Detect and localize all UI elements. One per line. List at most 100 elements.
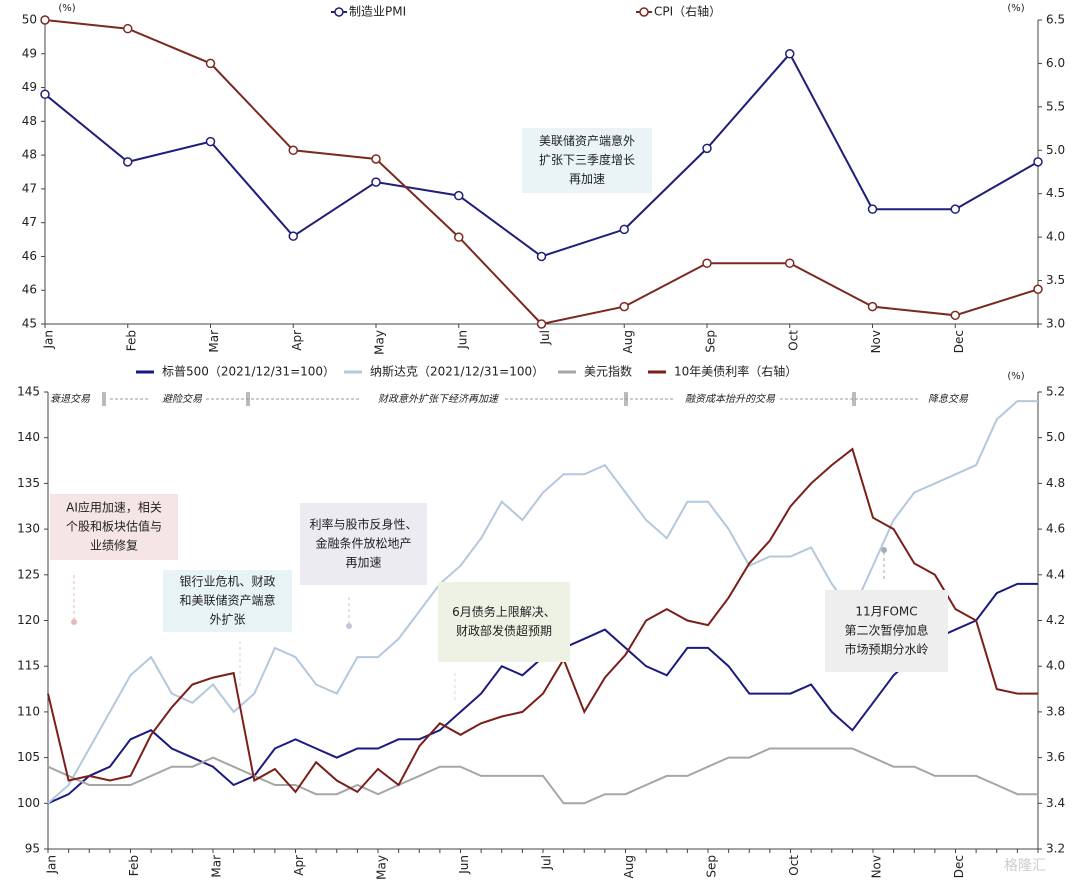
x-tick-label: Oct [786, 330, 800, 351]
phase-label: 衰退交易 [50, 393, 91, 405]
x-tick-label: Oct [787, 855, 801, 876]
phase-divider [102, 392, 106, 406]
y-tick-label: 100 [17, 796, 40, 810]
phase-label: 降息交易 [928, 393, 969, 405]
point [123, 23, 133, 34]
y2-tick-label: 3.0 [1046, 317, 1065, 331]
annotation-box [438, 582, 570, 662]
y-tick-label: 46 [22, 283, 37, 297]
y-tick-label: 140 [17, 430, 40, 444]
y2-tick-label: 4.2 [1046, 613, 1065, 627]
annotation-text: 个股和板块估值与 [66, 519, 162, 534]
y2-tick-label: 4.8 [1046, 476, 1065, 490]
legend-label: 美元指数 [584, 364, 632, 379]
y2-tick-label: 3.8 [1046, 704, 1065, 718]
y2-unit: (%) [1007, 371, 1024, 382]
x-tick-label: Jul [540, 855, 554, 870]
y2-tick-label: 6.5 [1046, 13, 1065, 27]
point [867, 301, 878, 312]
x-tick-label: Mar [210, 855, 224, 878]
annotation-text: 外扩张 [209, 613, 245, 627]
point [205, 58, 216, 69]
phase-label: 财政意外扩张下经济再加速 [378, 393, 500, 405]
legend-label: 制造业PMI [349, 5, 406, 19]
x-tick-label: Jun [457, 855, 471, 875]
legend-label: 纳斯达克（2021/12/31=100） [370, 365, 544, 379]
annotation-text: 利率与股市反身性、 [309, 517, 417, 532]
point [619, 301, 629, 312]
y2-tick-label: 4.4 [1046, 567, 1065, 581]
series-line [47, 400, 1038, 805]
y-tick-label: 45 [22, 317, 37, 331]
y-tick-label: 49 [22, 80, 37, 94]
point [619, 224, 629, 235]
legend-label: 标普500（2021/12/31=100） [162, 365, 335, 379]
x-tick-label: Dec [952, 330, 966, 353]
x-tick-label: Sep [704, 330, 718, 353]
point [454, 190, 464, 201]
ann-dot [881, 547, 887, 553]
y-tick-label: 48 [22, 114, 37, 128]
y-tick-label: 145 [17, 385, 40, 399]
x-tick-label: May [373, 330, 387, 355]
y-tick-label: 95 [25, 842, 40, 856]
point [867, 204, 878, 214]
phase-label: 避险交易 [162, 393, 203, 405]
x-tick-label: Aug [621, 330, 635, 353]
annotation-text: 和美联储资产端意 [179, 593, 275, 608]
y-tick-label: 48 [22, 148, 37, 162]
point [371, 154, 381, 164]
y2-tick-label: 3.5 [1046, 273, 1065, 287]
point [205, 136, 216, 147]
y2-tick-label: 5.5 [1046, 99, 1065, 113]
point [288, 231, 298, 241]
point [40, 89, 50, 100]
x-tick-label: Feb [127, 855, 141, 876]
y-tick-label: 105 [17, 750, 40, 764]
point [1033, 284, 1043, 295]
point [454, 232, 464, 242]
x-tick-label: Jan [42, 330, 56, 350]
annotation-text: 金融条件放松地产 [315, 536, 411, 551]
annotation-text: 美联储资产端意外 [539, 133, 635, 148]
x-tick-label: Apr [290, 330, 304, 351]
point [536, 319, 547, 329]
y2-tick-label: 3.6 [1046, 750, 1065, 764]
x-tick-label: Feb [124, 330, 138, 351]
y-tick-label: 120 [17, 613, 40, 627]
y-tick-label: 130 [17, 522, 40, 536]
phase-divider [852, 392, 856, 406]
y-unit: (%) [58, 3, 75, 14]
annotation-box [300, 503, 427, 585]
x-tick-label: Mar [207, 330, 221, 353]
legend-marker [639, 7, 649, 17]
x-tick-label: Sep [705, 855, 719, 878]
y2-tick-label: 4.5 [1046, 186, 1065, 200]
x-tick-label: Jun [455, 330, 469, 350]
point [40, 15, 50, 25]
y-tick-label: 110 [17, 704, 40, 718]
series-line [47, 747, 1038, 805]
ann-dot [71, 619, 77, 625]
annotation-box [522, 128, 652, 193]
point [950, 204, 960, 214]
x-tick-label: Nov [870, 855, 884, 878]
y-tick-label: 125 [17, 567, 40, 581]
y2-tick-label: 4.0 [1046, 659, 1065, 673]
legend-label: CPI（右轴） [654, 4, 721, 19]
point [950, 310, 960, 321]
series-line [47, 447, 1038, 794]
point [702, 143, 712, 154]
x-tick-label: Nov [869, 330, 883, 353]
y2-unit: (%) [1007, 3, 1024, 14]
annotation-text: 业绩修复 [90, 538, 138, 553]
y2-tick-label: 4.6 [1046, 522, 1065, 536]
x-tick-label: Jul [538, 330, 552, 345]
x-tick-label: Jan [45, 855, 59, 875]
point [536, 251, 547, 262]
annotation-text: 再加速 [569, 172, 605, 186]
x-tick-label: Aug [622, 855, 636, 878]
y2-tick-label: 5.0 [1046, 143, 1065, 157]
point [702, 258, 712, 268]
annotation-box [825, 590, 948, 672]
